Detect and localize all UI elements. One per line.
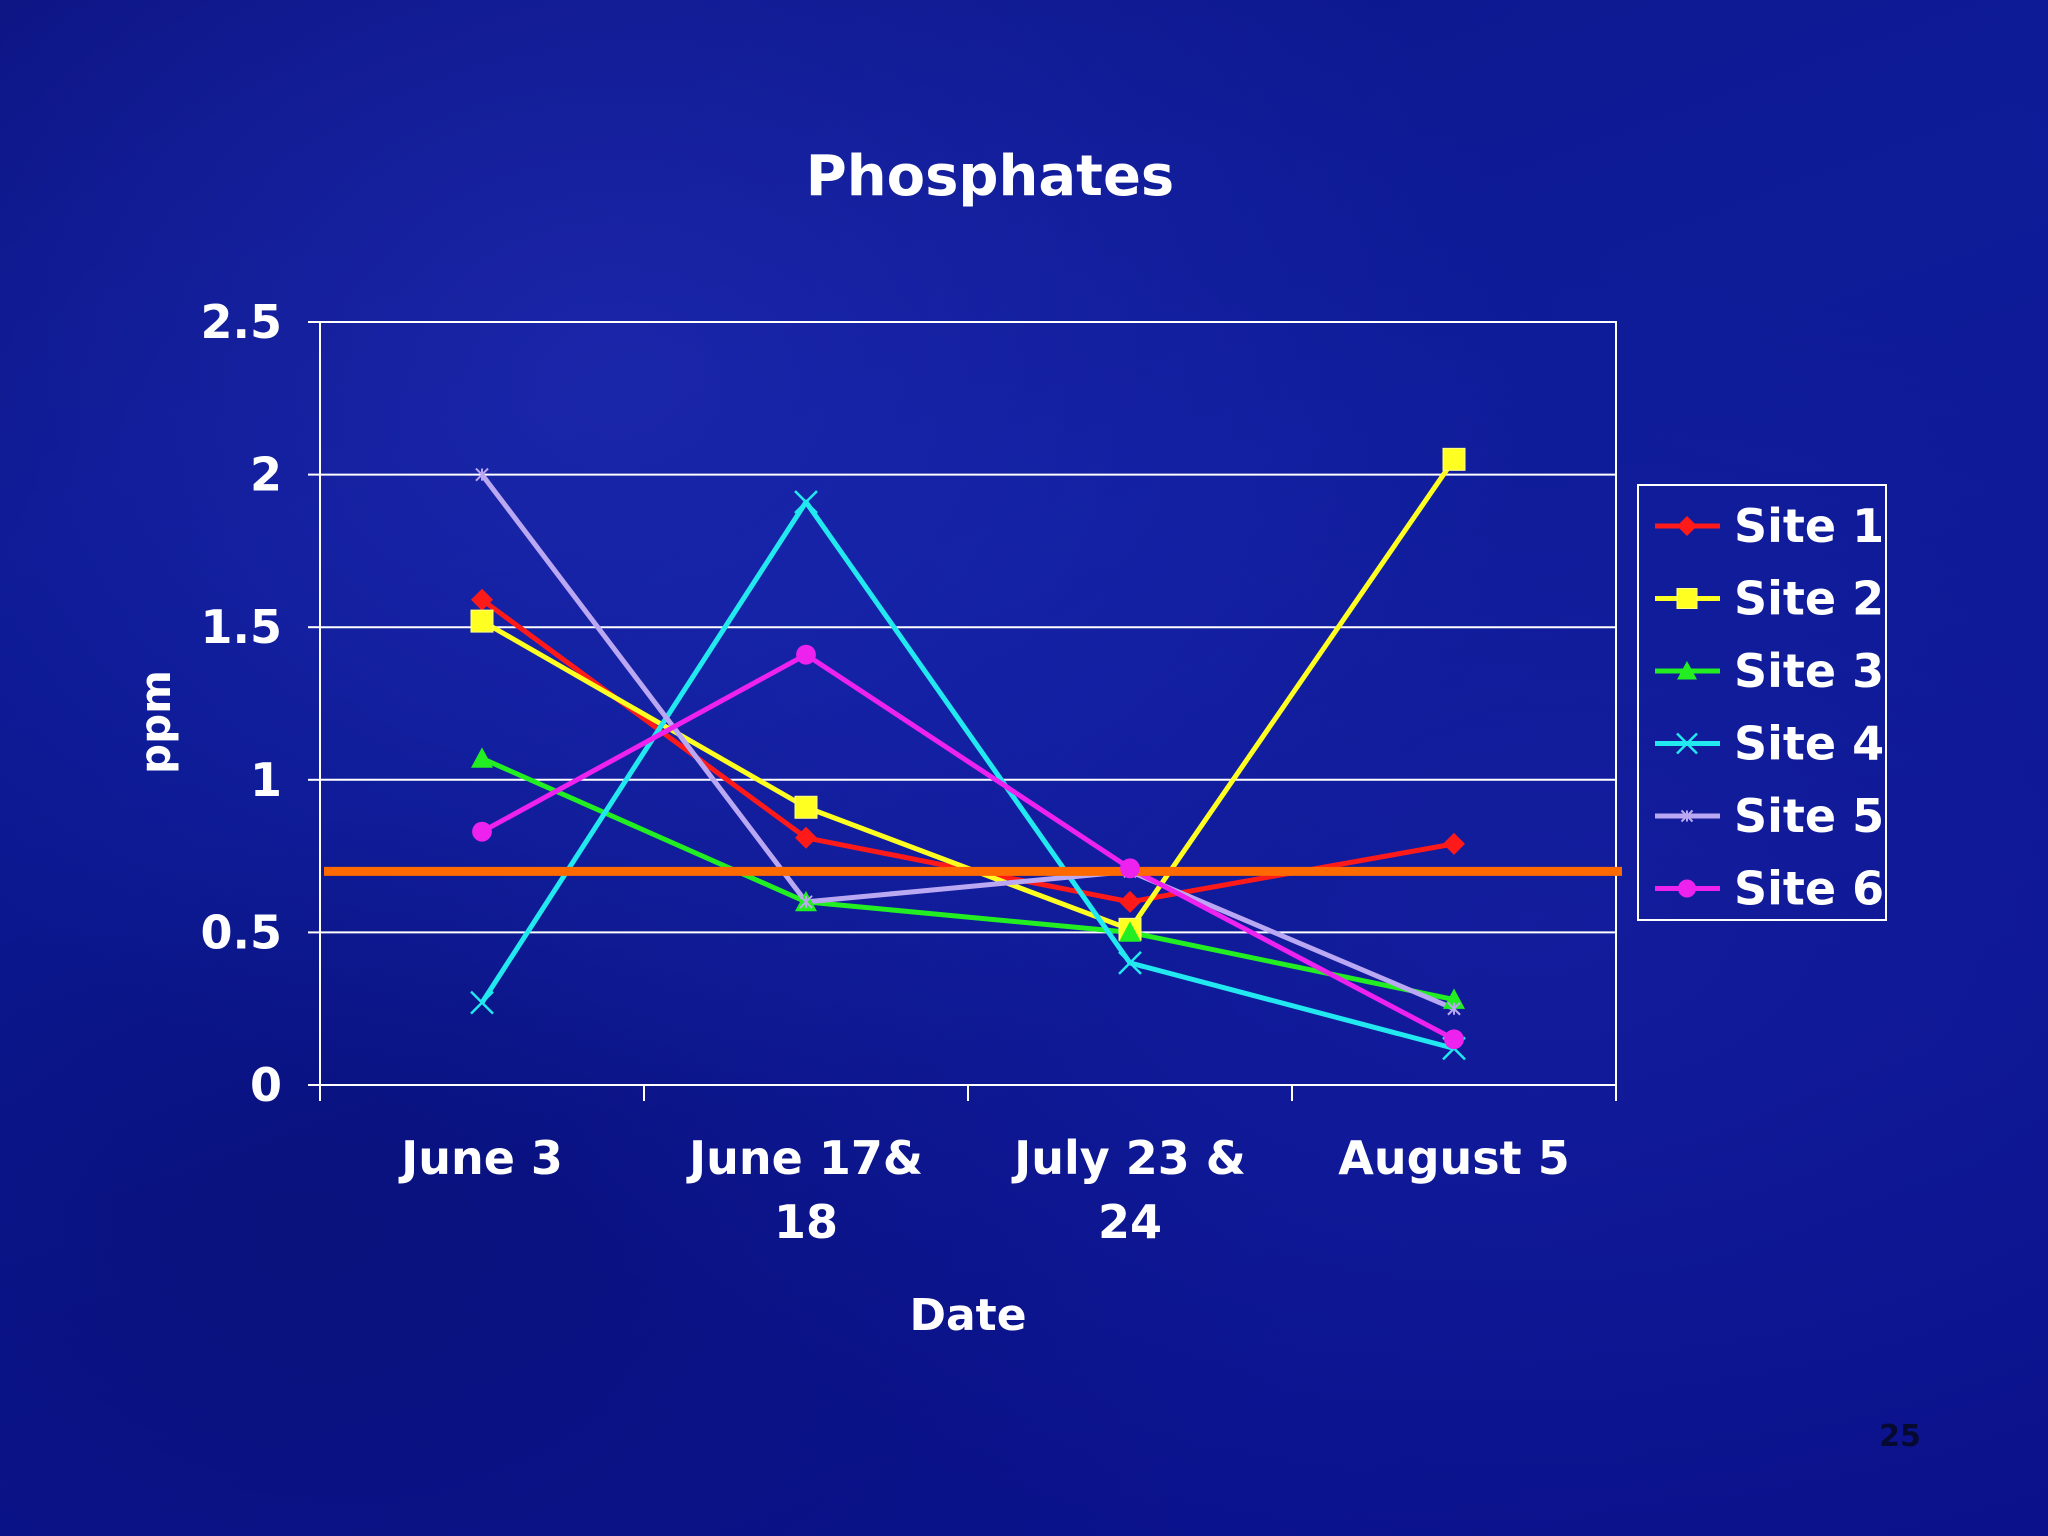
- data-point-site-5: [799, 895, 813, 909]
- legend-label-site-5: Site 5: [1734, 789, 1884, 843]
- y-tick-label: 0: [250, 1058, 282, 1112]
- series-markers: [470, 447, 1466, 1061]
- axes: [319, 322, 1617, 1101]
- data-point-site-6: [1120, 858, 1140, 879]
- data-point-site-4: [1118, 951, 1142, 975]
- data-point-site-5: [475, 467, 489, 482]
- data-point-site-1: [471, 588, 493, 611]
- y-tick-labels: 0 0.5 1 1.5 2 2.5: [201, 295, 283, 1112]
- series-lines: [479, 457, 1457, 1051]
- y-tick-label: 2.5: [201, 295, 283, 349]
- data-point-site-3: [1119, 921, 1141, 942]
- x-tick-label: July 23 &: [1011, 1131, 1246, 1185]
- data-point-site-4: [794, 490, 818, 514]
- legend-label-site-2: Site 2: [1734, 572, 1884, 626]
- x-axis-label: Date: [909, 1290, 1026, 1341]
- data-point-site-4-stroke: [794, 490, 818, 514]
- series-line-site-4: [479, 499, 1455, 1051]
- chart-title: Phosphates: [806, 144, 1175, 209]
- plot-frame: [319, 321, 1617, 1086]
- data-point-site-6: [796, 644, 816, 665]
- plot-area: [319, 321, 1617, 1086]
- data-point-site-2: [470, 609, 494, 633]
- legend-marker-site-4-stroke: [1676, 732, 1698, 755]
- y-tick-label: 2: [250, 448, 282, 502]
- legend-label-site-6: Site 6: [1734, 862, 1884, 916]
- data-point-site-1: [795, 826, 817, 849]
- legend-marker-site-6: [1678, 879, 1696, 898]
- data-point-site-3: [471, 747, 493, 768]
- legend-label-site-3: Site 3: [1734, 644, 1884, 698]
- series-line-site-5: [480, 473, 1455, 1012]
- series-line-site-3: [480, 756, 1455, 1002]
- y-axis-label: ppm: [131, 670, 180, 774]
- legend-marker-site-5: [1680, 809, 1694, 823]
- data-point-site-6: [472, 821, 492, 842]
- legend-label-site-1: Site 1: [1734, 499, 1884, 553]
- y-tick-label: 1.5: [201, 600, 283, 654]
- x-tick-label: 18: [774, 1195, 838, 1249]
- legend-marker-site-3: [1677, 661, 1697, 680]
- data-point-site-4: [470, 990, 494, 1015]
- legend-marker-site-4: [1676, 732, 1698, 755]
- x-tick-labels: June 3 June 17&18 July 23 & 24 August 5: [398, 1131, 1570, 1249]
- slide-number: 25: [1879, 1419, 1921, 1454]
- data-point-site-2: [794, 795, 818, 819]
- data-point-site-6: [1444, 1029, 1464, 1050]
- x-tick-label: June 3: [398, 1131, 563, 1185]
- data-point-site-5: [1447, 1001, 1461, 1016]
- data-point-site-4-stroke: [470, 990, 494, 1015]
- legend-marker-site-2: [1676, 588, 1698, 609]
- y-tick-label: 0.5: [201, 905, 283, 959]
- series-line-site-2: [480, 457, 1457, 932]
- data-point-site-2: [1442, 447, 1466, 471]
- series-line-site-6: [480, 652, 1456, 1042]
- legend-marker-site-1: [1677, 516, 1697, 536]
- legend: Site 1 Site 2 Site 3 Site 4 Site 5 Site 6: [1637, 484, 1887, 921]
- y-tick-label: 1: [250, 753, 282, 807]
- data-point-site-4-stroke: [1118, 951, 1142, 975]
- x-tick-label: June 17&: [686, 1131, 923, 1185]
- legend-label-site-4: Site 4: [1734, 717, 1884, 771]
- data-point-site-1: [1443, 832, 1465, 855]
- legend-box: [1637, 484, 1887, 921]
- x-tick-label: August 5: [1338, 1131, 1569, 1185]
- x-tick-label: 24: [1098, 1195, 1162, 1249]
- data-point-site-1: [1119, 890, 1141, 913]
